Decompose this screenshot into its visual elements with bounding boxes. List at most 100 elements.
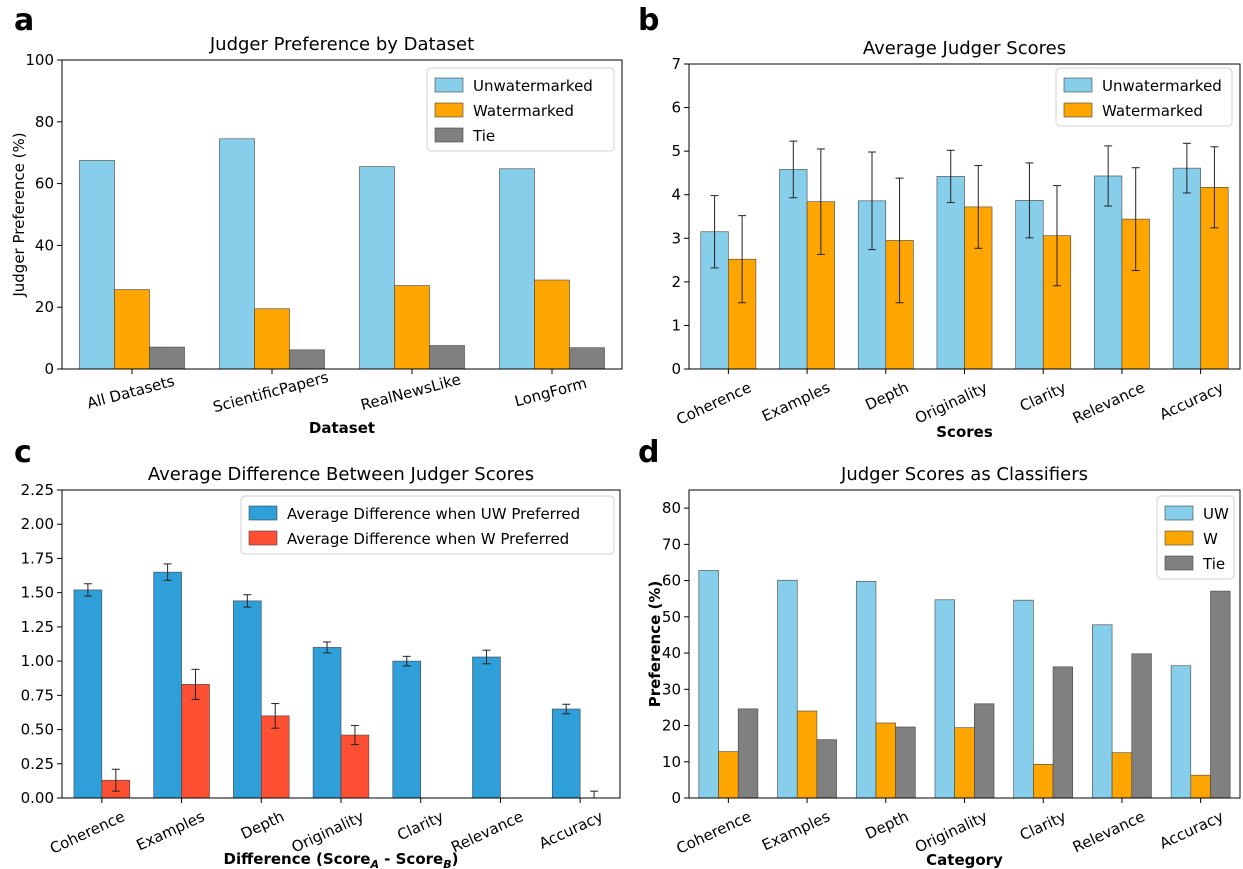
bar [737, 708, 759, 799]
bar [1210, 590, 1231, 799]
panel-letter-c: c [14, 435, 32, 470]
x-tick-label: Depth [238, 807, 287, 843]
y-tick-label: 30 [662, 680, 681, 698]
panel-letter-b: b [638, 3, 659, 38]
y-tick-label: 60 [35, 175, 54, 193]
y-tick-label: 60 [662, 572, 681, 590]
legend-swatch [1164, 530, 1194, 546]
x-tick-label: Coherence [674, 807, 755, 857]
legend-swatch [1063, 102, 1093, 118]
legend-box [1055, 67, 1233, 127]
bar [796, 710, 818, 799]
legend-swatch [1164, 505, 1194, 521]
y-tick-label: 0 [671, 360, 681, 378]
y-tick-label: 20 [35, 298, 54, 316]
legend: Average Difference when UW Preferred Aver… [240, 495, 615, 555]
legend-swatch [434, 77, 464, 93]
legend-box [240, 495, 615, 555]
bar [1094, 175, 1123, 370]
chart-b: b Average Judger Scores 0 1 2 3 4 5 6 7 Coherence E… [638, 3, 1241, 441]
legend-entry: Unwatermarked [1102, 77, 1222, 95]
x-tick-label: All Datasets [85, 372, 177, 413]
y-tick-label: 0 [671, 789, 681, 807]
bar [779, 169, 808, 370]
bar [1131, 653, 1152, 799]
x-axis-label-part: - Score [379, 850, 443, 868]
bar [392, 660, 422, 799]
x-tick-label: Relevance [1070, 378, 1148, 427]
legend-swatch [248, 530, 278, 546]
legend-swatch [248, 505, 278, 521]
bar [149, 346, 185, 370]
x-tick-label: Relevance [448, 807, 526, 856]
y-tick-label: 70 [662, 535, 681, 553]
bar [936, 176, 965, 370]
bar [1013, 599, 1034, 799]
x-axis-label-part: A [369, 858, 379, 869]
bar [254, 308, 290, 370]
y-tick-label: 0.00 [21, 789, 54, 807]
x-tick-label: Originality [912, 807, 990, 856]
bar [312, 647, 342, 799]
bar [875, 722, 896, 799]
bar [1052, 666, 1074, 799]
bar [79, 160, 115, 370]
y-tick-label: 1.75 [21, 549, 54, 567]
x-tick-label: Relevance [1070, 807, 1148, 856]
y-tick-label: 3 [671, 229, 681, 247]
y-tick-label: 1.00 [21, 652, 54, 670]
y-tick-label: 50 [662, 608, 681, 626]
x-axis-label-part: Difference (Score [224, 850, 371, 868]
x-tick-label: Depth [862, 807, 911, 843]
bar [698, 570, 719, 799]
legend-entry: Average Difference when UW Preferred [287, 505, 580, 523]
y-tick-label: 7 [671, 55, 681, 73]
y-tick-label: 40 [35, 236, 54, 254]
legend-entry: Watermarked [473, 102, 574, 120]
y-tick-label: 0.50 [21, 721, 54, 739]
legend-entry: W [1203, 530, 1218, 548]
x-tick-label: Originality [912, 378, 990, 427]
x-axis-label-part: B [443, 858, 451, 869]
y-tick-label: 1 [671, 316, 681, 334]
chart-a: a Judger Preference by Dataset 0 20 40 60 80 10… [10, 3, 623, 437]
x-tick-label: Depth [862, 378, 911, 414]
x-axis-label: Difference (ScoreA - ScoreB) [224, 850, 459, 869]
bar [114, 289, 150, 370]
x-tick-label: Clarity [1017, 807, 1069, 844]
legend: UW W Tie [1156, 495, 1235, 580]
panel-letter-d: d [638, 435, 659, 470]
y-axis-label: Preference (%) [646, 581, 664, 708]
bar [895, 726, 916, 799]
bar [816, 739, 837, 799]
y-tick-label: 10 [662, 753, 681, 771]
x-tick-label: Accuracy [1157, 378, 1227, 423]
y-tick-label: 20 [662, 717, 681, 735]
bar [340, 734, 370, 799]
chart-title: Judger Preference by Dataset [209, 34, 474, 55]
legend-swatch [434, 127, 464, 143]
legend-swatch [1063, 77, 1093, 93]
x-tick-label: Accuracy [1157, 807, 1227, 852]
x-tick-label: RealNewsLike [359, 370, 463, 414]
bar [718, 751, 739, 799]
bar [499, 168, 535, 370]
y-tick-label: 100 [25, 51, 54, 69]
legend-swatch [1164, 555, 1194, 571]
plot-frame [61, 489, 621, 799]
x-tick-label: Clarity [1017, 378, 1069, 415]
panel-letter-a: a [14, 3, 34, 38]
x-axis-label: Dataset [309, 419, 375, 437]
legend-entry: Tie [472, 127, 495, 145]
legend-box [426, 67, 615, 152]
legend-entry: Tie [1202, 555, 1225, 573]
x-tick-label: Examples [759, 378, 833, 425]
bar [73, 589, 103, 799]
chart-title: Average Difference Between Judger Scores [148, 464, 534, 485]
x-tick-label: Coherence [674, 378, 755, 428]
y-axis-label: Judger Preference (%) [10, 132, 28, 297]
y-tick-label: 0 [44, 360, 54, 378]
x-tick-label: Examples [134, 807, 208, 854]
bar [569, 347, 605, 370]
bar [359, 166, 395, 370]
